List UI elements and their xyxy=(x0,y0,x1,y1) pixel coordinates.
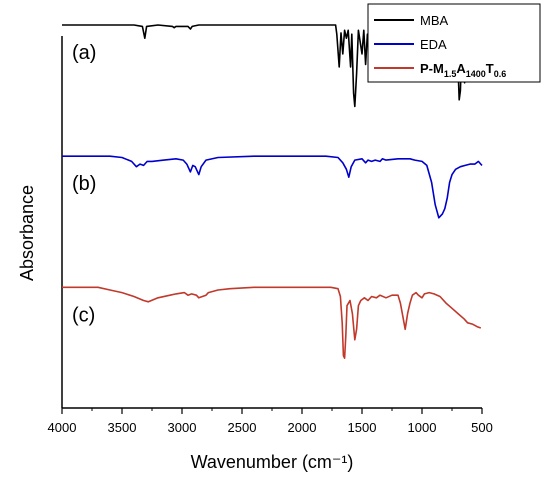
y-axis-label: Absorbance xyxy=(17,185,37,281)
x-tick-label: 500 xyxy=(471,420,493,435)
x-tick-label: 2500 xyxy=(228,420,257,435)
series-labels: (a) (b) (c) xyxy=(72,42,96,326)
series-tag: (a) xyxy=(72,42,96,64)
series-tag: (c) xyxy=(72,304,95,326)
x-axis-label: Wavenumber (cm⁻¹) xyxy=(191,452,354,472)
legend-entry: EDA xyxy=(420,37,447,52)
series-line-2 xyxy=(62,155,483,219)
legend-entry: P-M1.5A1400T0.6 xyxy=(420,61,506,79)
x-tick-label: 1500 xyxy=(348,420,377,435)
x-tick-label: 4000 xyxy=(48,420,77,435)
legend-entry: MBA xyxy=(420,13,449,28)
x-tick-label: 3000 xyxy=(168,420,197,435)
x-tick-label: 2000 xyxy=(288,420,317,435)
axes: 4000 3500 3000 2500 2000 1500 1000 500 xyxy=(48,36,493,435)
legend: MBA EDA P-M1.5A1400T0.6 xyxy=(367,3,541,83)
series-tag: (b) xyxy=(72,173,96,195)
x-tick-label: 3500 xyxy=(108,420,137,435)
series-line-3 xyxy=(62,286,482,359)
x-tick-label: 1000 xyxy=(408,420,437,435)
